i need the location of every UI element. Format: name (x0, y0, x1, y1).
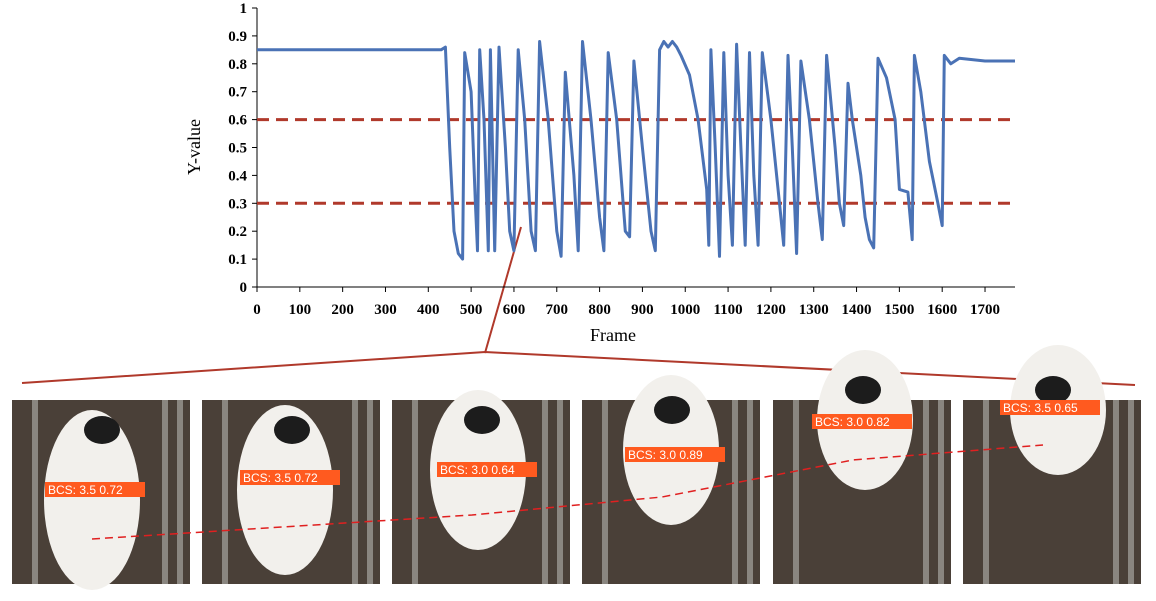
y-tick-label: 0.9 (228, 29, 247, 45)
cow-spot (845, 376, 881, 404)
x-tick-label: 400 (417, 302, 440, 318)
connector-line (484, 226, 522, 354)
cow-spot (654, 396, 690, 424)
y-tick-label: 0.3 (228, 196, 247, 212)
y-tick-label: 0.4 (228, 168, 247, 184)
cow-spot (84, 416, 120, 444)
x-tick-label: 1000 (670, 302, 700, 318)
y-tick-label: 0.6 (228, 113, 247, 129)
x-tick-label: 1500 (884, 302, 914, 318)
pen-rail (923, 400, 929, 584)
pen-rail (222, 400, 228, 584)
pen-rail (557, 400, 563, 584)
pen-rail (367, 400, 373, 584)
x-tick-label: 900 (631, 302, 654, 318)
trajectory (91, 444, 1044, 540)
y-tick-label: 0.1 (228, 252, 247, 268)
y-tick-label: 0.7 (228, 85, 247, 101)
cow (44, 410, 140, 590)
x-axis-label: Frame (590, 325, 636, 345)
y-tick-label: 0.2 (228, 224, 247, 240)
x-tick-label: 1100 (713, 302, 742, 318)
frame: BCS: 3.5 0.72 (12, 400, 190, 590)
bcs-label: BCS: 3.5 0.65 (1003, 401, 1078, 415)
x-tick-label: 300 (374, 302, 397, 318)
bcs-label-box (240, 470, 340, 485)
pen-rail (747, 400, 753, 584)
x-tick-label: 1200 (756, 302, 786, 318)
pen-rail (938, 400, 944, 584)
pen-rail (1128, 400, 1134, 584)
connector-line (21, 350, 1136, 386)
cow-spot (464, 406, 500, 434)
bcs-label: BCS: 3.0 0.82 (815, 415, 890, 429)
frame: BCS: 3.0 0.64 (392, 390, 570, 584)
bcs-label: BCS: 3.5 0.72 (48, 483, 123, 497)
bcs-label-box (812, 414, 912, 429)
bcs-label-box (1000, 400, 1100, 415)
x-tick-label: 800 (588, 302, 611, 318)
frame: BCS: 3.0 0.82 (773, 350, 951, 584)
pen-rail (732, 400, 738, 584)
pen-rail (983, 400, 989, 584)
bcs-label: BCS: 3.5 0.72 (243, 471, 318, 485)
frame: BCS: 3.5 0.65 (963, 345, 1141, 584)
bcs-label-box (625, 447, 725, 462)
x-tick-label: 1300 (799, 302, 829, 318)
cow-spot (274, 416, 310, 444)
x-tick-label: 700 (546, 302, 569, 318)
cow-spot (1035, 376, 1071, 404)
bcs-label-box (437, 462, 537, 477)
x-tick-label: 1700 (970, 302, 1000, 318)
x-tick-label: 1600 (927, 302, 957, 318)
pen-rail (542, 400, 548, 584)
pen-rail (412, 400, 418, 584)
y-tick-label: 0.5 (228, 141, 247, 157)
y-tick-label: 0 (240, 280, 248, 296)
bcs-label: BCS: 3.0 0.89 (628, 448, 703, 462)
frame: BCS: 3.5 0.72 (202, 400, 380, 584)
y-tick-label: 0.8 (228, 57, 247, 73)
pen-rail (793, 400, 799, 584)
frames: BCS: 3.5 0.72 BCS: 3.5 0.72 BCS: 3.0 0.64 B… (12, 345, 1141, 590)
pen-rail (602, 400, 608, 584)
pen-rail (1113, 400, 1119, 584)
pen-rail (32, 400, 38, 584)
pen-rail (352, 400, 358, 584)
x-tick-label: 100 (289, 302, 312, 318)
x-tick-label: 200 (331, 302, 354, 318)
x-tick-label: 500 (460, 302, 483, 318)
x-tick-label: 0 (253, 302, 261, 318)
y-axis-label: Y-value (184, 119, 204, 175)
x-tick-label: 1400 (842, 302, 872, 318)
pen-rail (162, 400, 168, 584)
pen-rail (177, 400, 183, 584)
x-tick-label: 600 (503, 302, 526, 318)
data-line (257, 40, 1015, 261)
bcs-label: BCS: 3.0 0.64 (440, 463, 515, 477)
frame: BCS: 3.0 0.89 (582, 375, 760, 584)
y-tick-label: 1 (240, 1, 248, 17)
bcs-label-box (45, 482, 145, 497)
cow (237, 405, 333, 575)
